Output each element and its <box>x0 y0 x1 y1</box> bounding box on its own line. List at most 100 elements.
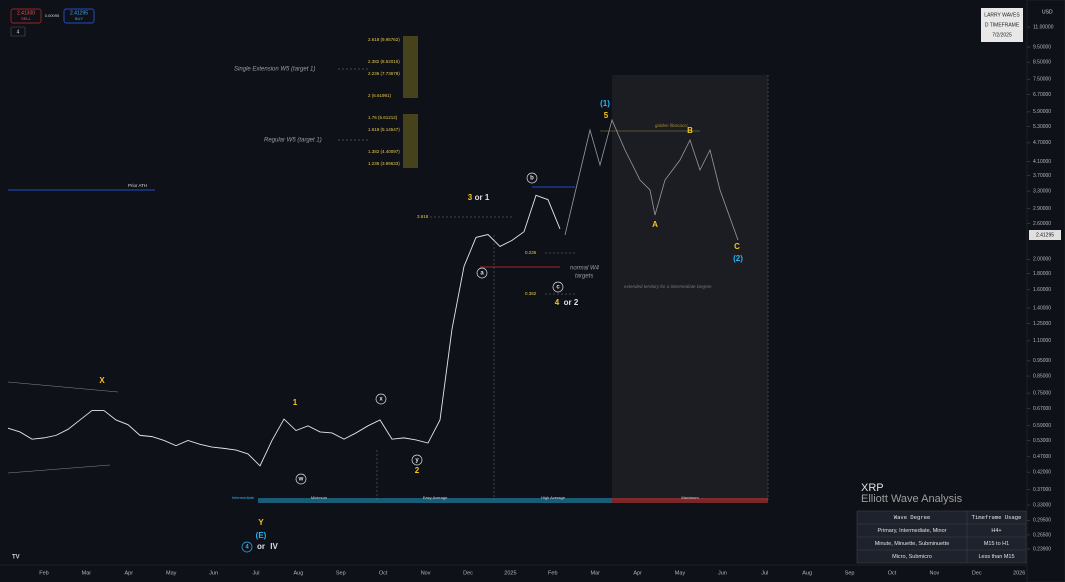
y-tick-label: 1.40000 <box>1033 305 1051 311</box>
projection-path <box>564 118 739 241</box>
wave-circle <box>241 541 253 553</box>
wave-label: b <box>530 176 534 182</box>
note: Regular W5 (target 1) <box>264 138 322 144</box>
wave-circle <box>476 267 488 279</box>
order-panel: 2.41300 SELL 0.00095 2.41295 BUY 4 <box>10 8 95 37</box>
x-tick-label: Aug <box>294 570 304 576</box>
x-tick-label: Jul <box>761 570 768 576</box>
table-cell: Minute, Minuette, Subminuette <box>875 541 950 547</box>
table-header: Wave Degree <box>894 515 930 521</box>
buy-label: BUY <box>75 16 84 21</box>
y-tick-label: 4.10000 <box>1033 159 1051 165</box>
y-tick-label: 0.67000 <box>1033 406 1051 412</box>
fib-label: 2.618 (9.95762) <box>368 37 400 42</box>
fib-label: 2 (6.61991) <box>368 93 392 98</box>
y-tick-label: 0.95000 <box>1033 358 1051 364</box>
wave-label: a <box>480 271 484 277</box>
wave-label: Y <box>258 518 264 527</box>
y-tick-label: 11.00000 <box>1033 24 1054 30</box>
wave-label: X <box>99 376 105 385</box>
wave-label: or 2 <box>564 298 579 307</box>
wave-circle <box>526 172 538 184</box>
fib-label: 2.236 (7.73678) <box>368 71 400 76</box>
fib-label: 1.75 (5.61212) <box>368 115 398 120</box>
degree-label: High Average <box>541 495 566 500</box>
y-tick-label: 0.47000 <box>1033 454 1051 460</box>
y-tick-label: 0.29500 <box>1033 518 1051 524</box>
x-tick-label: Nov <box>930 570 940 576</box>
wave-label: (1) <box>600 99 610 108</box>
wave-label: x <box>379 397 383 403</box>
wave-label: or 1 <box>475 193 490 202</box>
note: extended territory for a Intermediate De… <box>624 284 712 289</box>
degree-label: Easy Average <box>423 495 448 500</box>
x-tick-label: Feb <box>548 570 557 576</box>
x-tick-label: Aug <box>802 570 812 576</box>
fib-label: 1.236 (3.99633) <box>368 161 400 166</box>
dividers <box>376 75 769 500</box>
note: Single Extension W5 (target 1) <box>234 67 315 73</box>
wave-circle <box>295 473 307 485</box>
legend-subtitle: Elliott Wave Analysis <box>861 493 963 505</box>
x-tick-label: Dec <box>972 570 982 576</box>
table-header: Timeframe Usage <box>972 515 1022 521</box>
wave-label: IV <box>270 542 278 551</box>
info-text: LARRY WAVES <box>984 12 1020 18</box>
y-tick-label: 2.00000 <box>1033 257 1051 263</box>
price-line <box>7 194 561 467</box>
y-tick-label: 3.30000 <box>1033 188 1051 194</box>
x-tick-label: Apr <box>125 570 134 576</box>
sell-price: 2.41300 <box>17 10 35 16</box>
y-tick-label: 2.90000 <box>1033 206 1051 212</box>
fib-label: 1.618 (5.14547) <box>368 127 400 132</box>
info-text: 7/2/2025 <box>992 32 1012 38</box>
x-tick-label: May <box>166 570 177 576</box>
x-tick-label: May <box>675 570 686 576</box>
info-box <box>981 8 1023 42</box>
x-tick-label: Sep <box>336 570 346 576</box>
wave-label: A <box>652 220 658 229</box>
y-tick-label: 7.50000 <box>1033 77 1051 83</box>
y-tick-label: 1.25000 <box>1033 321 1051 327</box>
fib-box <box>403 36 418 98</box>
buy-box[interactable] <box>63 8 95 24</box>
wave-label: 2 <box>415 466 420 475</box>
fib-box <box>403 114 418 168</box>
y-tick-label: 0.53000 <box>1033 438 1051 444</box>
indicator-toggle[interactable] <box>10 26 26 37</box>
fib-label: 2.382 (8.52015) <box>368 59 400 64</box>
y-tick-label: 1.80000 <box>1033 271 1051 277</box>
y-tick-label: 5.90000 <box>1033 109 1051 115</box>
note: targets <box>575 274 593 280</box>
y-tick-label: 1.10000 <box>1033 338 1051 344</box>
wave-circle <box>375 393 387 405</box>
buy-price: 2.41295 <box>70 10 88 16</box>
x-tick-label: Oct <box>888 570 897 576</box>
degree-bar-blue <box>258 498 612 503</box>
y-tick-label: 0.33000 <box>1033 502 1051 508</box>
x-tick-label: Apr <box>633 570 642 576</box>
extended-zone <box>612 75 768 500</box>
y-tick-label: 0.59000 <box>1033 423 1051 429</box>
wave-circle <box>552 281 564 293</box>
y-tick-label: 6.70000 <box>1033 92 1051 98</box>
wave-label: 1 <box>293 398 298 407</box>
degree-bar-red <box>612 498 768 503</box>
x-tick-label: Oct <box>379 570 388 576</box>
y-tick-label: 0.26500 <box>1033 532 1051 538</box>
y-tick-label: 3.70000 <box>1033 173 1051 179</box>
y-tick-label: 8.50000 <box>1033 59 1051 65</box>
table-cell: Primary, Intermediate, Minor <box>878 528 947 534</box>
wave-label: 5 <box>604 111 609 120</box>
sell-box[interactable] <box>10 8 42 24</box>
fib-boxes <box>403 36 418 168</box>
y-tick-label: 1.60000 <box>1033 287 1051 293</box>
wave-label: or <box>257 542 265 551</box>
table-cell: Less than M15 <box>978 554 1014 560</box>
trend-line <box>7 464 111 474</box>
y-tick-label: 0.37000 <box>1033 487 1051 493</box>
note: 0.382 <box>525 291 537 296</box>
y-tick-label: 5.30000 <box>1033 124 1051 130</box>
note: 0.236 <box>525 250 537 255</box>
